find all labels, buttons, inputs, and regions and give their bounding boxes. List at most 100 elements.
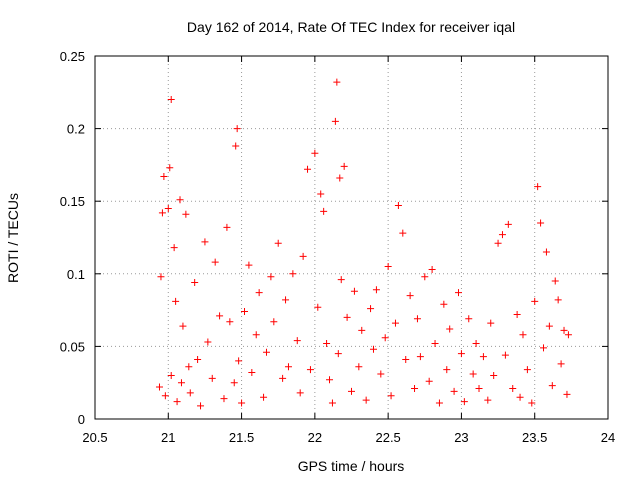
data-point xyxy=(230,379,238,387)
data-point xyxy=(490,371,498,379)
data-point xyxy=(191,279,199,287)
y-tick-label: 0.15 xyxy=(60,194,85,209)
data-point xyxy=(331,117,339,125)
data-point xyxy=(293,337,301,345)
data-point xyxy=(320,207,328,215)
data-point xyxy=(377,370,385,378)
data-point xyxy=(226,318,234,326)
data-point xyxy=(358,326,366,334)
data-point xyxy=(472,339,480,347)
data-point xyxy=(248,369,256,377)
plot-frame xyxy=(94,55,609,420)
data-point xyxy=(164,204,172,212)
data-point xyxy=(563,390,571,398)
data-point xyxy=(186,389,194,397)
data-point xyxy=(157,273,165,281)
y-tick-label: 0.25 xyxy=(60,49,85,64)
grid-layer xyxy=(95,56,608,419)
data-point xyxy=(504,220,512,228)
data-point xyxy=(387,392,395,400)
data-point xyxy=(267,273,275,281)
x-tick-label: 20.5 xyxy=(82,430,107,445)
data-point xyxy=(296,389,304,397)
data-point xyxy=(282,296,290,304)
data-point xyxy=(185,363,193,371)
data-point xyxy=(406,292,414,300)
data-point xyxy=(194,355,202,363)
data-point xyxy=(241,308,249,316)
data-point xyxy=(372,286,380,294)
data-point xyxy=(238,399,246,407)
data-point xyxy=(367,305,375,313)
data-point xyxy=(167,371,175,379)
data-point xyxy=(326,376,334,384)
data-point xyxy=(531,297,539,305)
data-point xyxy=(220,395,228,403)
data-point xyxy=(431,339,439,347)
data-point xyxy=(173,398,181,406)
data-point xyxy=(450,387,458,395)
data-point xyxy=(348,387,355,395)
data-point xyxy=(498,231,506,239)
points-layer xyxy=(155,78,572,410)
data-point xyxy=(337,276,345,284)
data-point xyxy=(233,125,241,133)
data-point xyxy=(279,374,287,382)
data-point xyxy=(484,396,492,404)
data-point xyxy=(158,209,166,217)
data-point xyxy=(284,363,292,371)
data-point xyxy=(460,398,468,406)
data-point xyxy=(333,78,341,86)
data-point xyxy=(425,377,433,385)
data-point xyxy=(211,258,219,266)
data-point xyxy=(440,300,448,308)
data-point xyxy=(155,383,163,391)
data-point xyxy=(306,366,314,374)
data-point xyxy=(311,149,319,157)
data-point xyxy=(270,318,278,326)
data-point xyxy=(560,326,568,334)
data-point xyxy=(509,385,517,393)
data-point xyxy=(381,334,389,342)
x-tick-label: 23 xyxy=(454,430,468,445)
data-point xyxy=(160,173,168,181)
data-point xyxy=(564,331,572,339)
data-point xyxy=(402,355,410,363)
data-point xyxy=(513,310,521,318)
data-point xyxy=(223,223,231,231)
data-point xyxy=(314,303,322,311)
data-point xyxy=(166,164,174,172)
data-point xyxy=(469,370,477,378)
data-point xyxy=(255,289,263,297)
ticks-layer xyxy=(94,55,609,420)
data-point xyxy=(465,315,473,323)
data-point xyxy=(204,338,212,346)
data-point xyxy=(328,399,336,407)
data-point xyxy=(355,363,363,371)
data-point xyxy=(545,322,553,330)
data-point xyxy=(454,289,462,297)
labels-layer: 20.5 21 21.5 22 22.5 23 23.5 24 0 0.05 0.1 0.15 0.2 0… xyxy=(60,49,616,445)
data-point xyxy=(411,385,419,393)
data-point xyxy=(457,350,465,358)
data-point xyxy=(554,296,562,304)
data-point xyxy=(421,273,429,281)
y-tick-label: 0.2 xyxy=(67,122,85,137)
x-tick-label: 22.5 xyxy=(375,430,400,445)
data-point xyxy=(304,165,312,173)
data-point xyxy=(235,357,243,365)
data-point xyxy=(170,244,178,252)
data-point xyxy=(176,196,184,204)
data-point xyxy=(274,239,282,247)
data-point xyxy=(523,366,531,374)
data-point xyxy=(384,263,392,271)
y-tick-label: 0.05 xyxy=(60,339,85,354)
data-point xyxy=(428,265,436,273)
x-tick-label: 22 xyxy=(308,430,322,445)
data-point xyxy=(161,392,169,400)
x-tick-label: 24 xyxy=(601,430,615,445)
data-point xyxy=(494,239,502,247)
data-point xyxy=(245,261,253,269)
